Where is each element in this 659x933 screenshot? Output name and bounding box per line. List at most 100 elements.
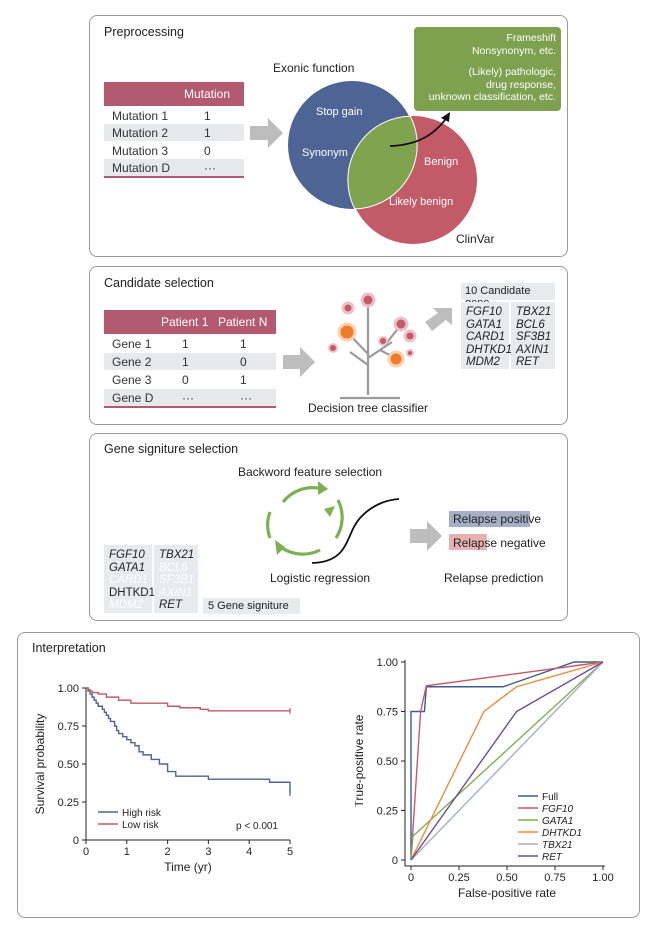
- gene-row-1: Gene 1 1 1: [104, 335, 276, 352]
- gene-name: CARD1: [466, 331, 505, 343]
- y-axis-label: True-positive rate: [355, 714, 366, 807]
- y-tick-label: 1.00: [58, 683, 79, 695]
- logistic-curve: [311, 498, 400, 564]
- relapse-positive-label: Relapse positive: [453, 512, 542, 526]
- candidate-genes-title: 10 Candidate gene: [461, 283, 555, 309]
- tree-label: Decision tree classifier: [308, 401, 429, 415]
- mutation-value: 1: [204, 126, 211, 140]
- cycle-arrow-top: [281, 486, 319, 504]
- relapse-prediction-label: Relapse prediction: [444, 571, 544, 585]
- gene-name: GATA1: [466, 318, 502, 331]
- candidate-genes-right: TBX21 BCL6 SF3B1 AXIN1 RET: [511, 302, 555, 369]
- y-tick-label: 0.50: [377, 756, 398, 768]
- gene-row-4: Gene D ··· ···: [104, 389, 276, 408]
- gray-arrow-icon: [425, 308, 452, 331]
- preprocessing-graphic: [250, 27, 561, 244]
- legend-label: DHTKD1: [542, 828, 582, 839]
- mutation-label: Mutation 1: [112, 109, 169, 123]
- benign-label: Benign: [424, 156, 459, 168]
- x-tick-label: 2: [165, 846, 171, 858]
- x-axis-label: Time (yr): [164, 860, 212, 874]
- patient-1-value: 1: [182, 355, 189, 369]
- gene-name: MDM2: [466, 356, 500, 368]
- callout-line-3: (Likely) pathologic,: [468, 66, 556, 78]
- gene-row-2: Gene 2 1 0: [104, 353, 276, 370]
- patient-n-value: 1: [240, 337, 247, 351]
- roc-line-fgf10: [410, 661, 604, 861]
- signature-title: Gene signiture selection: [104, 442, 239, 456]
- x-tick-label: 0: [83, 846, 89, 858]
- gene-label: Gene 2: [112, 355, 152, 369]
- roc-chart: 0 0.25 0.50 0.75 1.00 0 0.25 0.50 0.75 1.00 False-…: [355, 657, 614, 900]
- clinvar-label: ClinVar: [456, 232, 495, 246]
- backward-label: Backword feature selection: [238, 465, 383, 479]
- mutation-row-1: Mutation 1 1: [104, 107, 244, 124]
- y-tick-label: 1.00: [377, 657, 398, 669]
- patient-1-value: 0: [182, 373, 189, 387]
- gene-label: Gene 1: [112, 337, 152, 351]
- gene-name: MDM2: [109, 599, 143, 611]
- node-icon: [393, 316, 409, 332]
- mutation-table-header: Mutation: [104, 82, 244, 106]
- legend-label: High risk: [122, 808, 162, 819]
- gene-name: BCL6: [516, 318, 545, 331]
- relapse-negative-label: Relapse negative: [453, 536, 546, 550]
- gene-label: Gene 3: [112, 373, 152, 387]
- gene-name: SF3B1: [516, 331, 552, 343]
- callout-arrow: [389, 115, 449, 147]
- patient-n-value: 0: [240, 355, 247, 369]
- cycle-arrow-right: [334, 499, 344, 539]
- y-tick-label: 0.25: [377, 806, 398, 818]
- node-icon: [403, 329, 417, 343]
- cycle-arrow-left: [266, 511, 272, 539]
- x-tick-label: 4: [246, 846, 252, 858]
- node-icon: [360, 292, 376, 308]
- gene-name: RET: [516, 356, 539, 368]
- candidate-graphic: [283, 292, 452, 400]
- interpretation-panel: [17, 632, 640, 918]
- gene-name: TBX21: [159, 549, 195, 561]
- x-tick-label: 1.00: [592, 872, 613, 884]
- x-tick-label: 0: [408, 872, 414, 884]
- legend-label: TBX21: [542, 840, 573, 851]
- interpretation-title: Interpretation: [32, 641, 106, 655]
- gene-name: FGF10: [466, 306, 502, 318]
- gene-name: CARD1: [109, 574, 148, 586]
- patient-1-header: Patient 1: [161, 315, 209, 329]
- gene-name: AXIN1: [516, 343, 550, 356]
- x-tick-label: 0.75: [544, 872, 565, 884]
- roc-line-tbx21: [410, 661, 604, 861]
- callout-box: [414, 27, 561, 111]
- patient-1-value: 1: [182, 337, 189, 351]
- candidate-genes-left: FGF10 GATA1 CARD1 DHTKD1 MDM2: [461, 302, 512, 369]
- x-tick-label: 3: [205, 846, 211, 858]
- decision-tree-icon: [340, 304, 401, 400]
- y-tick-label: 0.50: [58, 759, 79, 771]
- arrowhead-icon: [441, 112, 450, 122]
- gene-name: AXIN1: [159, 586, 193, 599]
- y-tick-label: 0.25: [58, 797, 79, 809]
- mutation-row-4: Mutation D ···: [104, 159, 244, 178]
- overlap-region: [347, 115, 418, 210]
- legend-label: Low risk: [122, 820, 160, 831]
- node-icon: [406, 349, 414, 357]
- gene-name: SF3B1: [159, 574, 195, 586]
- arrowhead-icon: [324, 506, 335, 517]
- survival-line-high-risk: [86, 687, 291, 793]
- y-tick-label: 0: [73, 835, 79, 847]
- gene-label: Gene D: [112, 391, 154, 405]
- gene-name: DHTKD1: [109, 586, 156, 599]
- gene-name: RET: [159, 599, 182, 611]
- roc-line-ret: [410, 661, 604, 861]
- callout-line-4: drug response,: [485, 78, 556, 91]
- survival-chart: 0 1 2 3 4 5 0 0.25 0.50 0.75 1.00 Time (yr) Survival…: [33, 683, 293, 874]
- gray-arrow-icon: [283, 347, 315, 377]
- patient-n-header: Patient N: [218, 315, 268, 329]
- p-value-annotation: p < 0.001: [236, 821, 278, 832]
- callout-line-2: Nonsynonym, etc.: [471, 44, 556, 57]
- y-axis-label: Survival probability: [33, 714, 47, 815]
- gene-name: BCL6: [159, 561, 188, 574]
- y-tick-label: 0.75: [58, 721, 79, 733]
- node-icon: [328, 343, 338, 353]
- mutation-column-header: Mutation: [184, 87, 231, 101]
